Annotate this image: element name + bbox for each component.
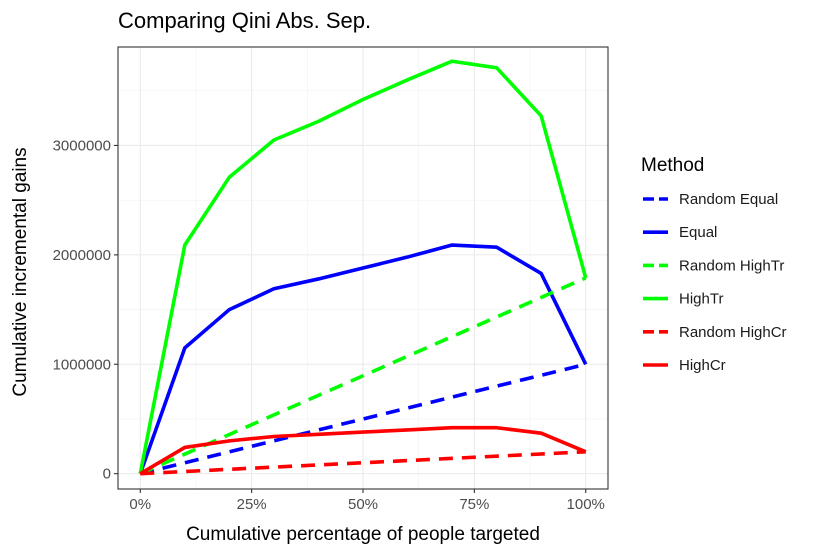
legend: Method Random Equal Equal Random HighTr Hig… <box>641 155 787 374</box>
y-tick-label: 2000000 <box>53 247 111 264</box>
x-tick-label: 25% <box>237 496 267 513</box>
y-axis-title: Cumulative incremental gains <box>10 147 31 396</box>
x-tick-label: 0% <box>129 496 151 513</box>
x-axis-title: Cumulative percentage of people targeted <box>186 524 540 545</box>
y-axis: 0 1000000 2000000 3000000 <box>53 137 118 483</box>
legend-label-random-equal: Random Equal <box>679 191 778 208</box>
legend-label-random-highcr: Random HighCr <box>679 324 787 341</box>
legend-item-hightr: HighTr <box>643 291 723 308</box>
legend-item-random-highcr: Random HighCr <box>643 324 787 341</box>
y-tick-label: 1000000 <box>53 356 111 373</box>
chart-title: Comparing Qini Abs. Sep. <box>118 8 371 33</box>
legend-label-equal: Equal <box>679 224 717 241</box>
series-line-random-hightr <box>139 276 587 476</box>
legend-label-highcr: HighCr <box>679 357 726 374</box>
legend-title: Method <box>641 155 704 176</box>
x-axis: 0% 25% 50% 75% 100% <box>129 489 605 513</box>
legend-item-equal: Equal <box>643 224 717 241</box>
legend-label-hightr: HighTr <box>679 291 723 308</box>
series-line-equal <box>138 243 588 475</box>
y-tick-label: 3000000 <box>53 137 111 154</box>
y-tick-label: 0 <box>103 466 111 483</box>
plot-area <box>117 46 609 490</box>
legend-item-random-hightr: Random HighTr <box>643 257 784 274</box>
legend-item-highcr: HighCr <box>643 357 726 374</box>
series-line-highcr <box>139 425 587 476</box>
x-tick-label: 50% <box>348 496 378 513</box>
series-layer <box>138 59 588 476</box>
series-line-random-equal <box>139 362 587 476</box>
legend-item-random-equal: Random Equal <box>643 191 778 208</box>
series-line-hightr <box>138 59 588 475</box>
x-tick-label: 75% <box>459 496 489 513</box>
series-line-random-highcr <box>140 450 586 476</box>
legend-label-random-hightr: Random HighTr <box>679 257 784 274</box>
x-tick-label: 100% <box>567 496 605 513</box>
legend-items: Random Equal Equal Random HighTr HighTr Rand… <box>643 191 787 374</box>
